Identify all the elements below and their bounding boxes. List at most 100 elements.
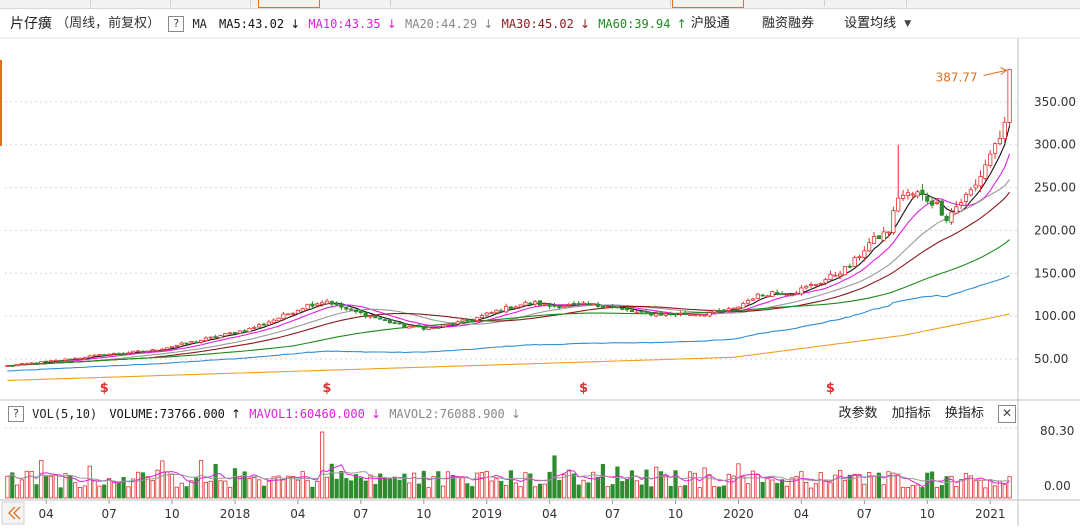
candle-body bbox=[707, 312, 712, 317]
volume-bar bbox=[823, 479, 828, 499]
switch-indicator-button[interactable]: 换指标 bbox=[944, 406, 984, 421]
candle-body bbox=[813, 284, 819, 286]
ma20-arrow-icon: ↓ bbox=[483, 17, 494, 31]
candle-body bbox=[881, 231, 886, 241]
candle-body bbox=[862, 250, 867, 258]
candle-body bbox=[939, 200, 944, 216]
volume-bar bbox=[290, 476, 296, 499]
candle-body bbox=[789, 294, 794, 297]
close-icon[interactable]: ✕ bbox=[998, 405, 1016, 423]
candle-body bbox=[963, 193, 969, 202]
tab-stub-active[interactable] bbox=[672, 0, 744, 8]
volume-bar bbox=[392, 476, 397, 499]
tab-stub-active[interactable] bbox=[258, 0, 320, 8]
margin-trading-link[interactable]: 融资融券 bbox=[761, 16, 814, 31]
candle-body bbox=[15, 364, 20, 367]
volume-bar bbox=[629, 470, 635, 499]
candle-body bbox=[547, 303, 552, 307]
candle-body bbox=[232, 332, 238, 334]
candle-body bbox=[920, 189, 925, 196]
volume-bar bbox=[876, 472, 881, 499]
arrow-right-icon bbox=[1000, 67, 1008, 75]
volume-bar bbox=[397, 479, 402, 499]
volume-bar bbox=[136, 471, 141, 499]
tab-stub[interactable] bbox=[90, 0, 171, 7]
tab-stub[interactable] bbox=[744, 0, 825, 7]
volume-bar bbox=[479, 472, 484, 499]
volume-bar bbox=[566, 469, 572, 499]
y-tick-label: 300.00 bbox=[1034, 138, 1076, 152]
volume-bar bbox=[252, 477, 257, 499]
add-indicator-button[interactable]: 加指标 bbox=[891, 406, 931, 421]
candle-body bbox=[300, 308, 305, 312]
volume-bar bbox=[339, 470, 344, 499]
x-tick-label: 07 bbox=[605, 507, 620, 521]
volume-bar bbox=[508, 470, 514, 499]
dividend-marker: $ bbox=[826, 381, 835, 396]
candle-body bbox=[930, 200, 935, 206]
volume-bar bbox=[605, 486, 610, 499]
candle-body bbox=[305, 303, 310, 310]
candle-body bbox=[145, 350, 150, 353]
volume-ma-line bbox=[7, 464, 1010, 488]
dividend-marker: $ bbox=[579, 381, 588, 396]
double-chevron-left-icon bbox=[8, 506, 16, 520]
candle-body bbox=[465, 319, 470, 322]
candle-body bbox=[702, 314, 707, 317]
change-params-button[interactable]: 改参数 bbox=[838, 406, 878, 421]
volume-bar bbox=[165, 471, 170, 499]
candle-body bbox=[140, 350, 146, 353]
volume-bar bbox=[721, 485, 727, 499]
candle-body bbox=[692, 314, 697, 317]
candle-body bbox=[576, 303, 581, 305]
candle-body bbox=[905, 192, 911, 196]
candle-body bbox=[271, 319, 276, 323]
candle-body bbox=[726, 308, 731, 311]
candle-body bbox=[852, 257, 857, 267]
candle-body bbox=[34, 362, 39, 365]
volume-bar bbox=[426, 487, 431, 499]
volume-bar bbox=[833, 474, 838, 499]
volume-bar bbox=[654, 466, 659, 499]
candle-body bbox=[639, 310, 644, 313]
candle-body bbox=[808, 284, 814, 286]
tab-stub[interactable] bbox=[826, 0, 907, 7]
y-tick-label: 250.00 bbox=[1034, 181, 1076, 195]
candle-body bbox=[407, 326, 412, 329]
tab-stub[interactable] bbox=[610, 0, 671, 7]
settings-ma-button[interactable]: 设置均线 bbox=[844, 16, 897, 31]
hk-connect-link[interactable]: 沪股通 bbox=[690, 16, 730, 31]
volume-bar bbox=[349, 480, 354, 499]
candle-body bbox=[499, 310, 504, 313]
candle-body bbox=[397, 322, 402, 325]
candle-body bbox=[392, 322, 397, 324]
candle-body bbox=[591, 303, 596, 306]
candle-body bbox=[784, 294, 789, 297]
chevron-down-icon[interactable]: ▼ bbox=[904, 19, 912, 29]
volume-bar bbox=[344, 478, 349, 499]
ma30-arrow-icon: ↓ bbox=[579, 17, 591, 31]
candle-body bbox=[736, 306, 741, 310]
volume-bar bbox=[416, 483, 422, 499]
scroll-nav[interactable] bbox=[1, 501, 25, 525]
help-icon[interactable]: ? bbox=[168, 16, 185, 32]
volume-bar bbox=[775, 482, 780, 499]
volume-bar bbox=[842, 480, 848, 499]
dividend-marker: $ bbox=[322, 381, 331, 396]
candle-body bbox=[421, 326, 426, 330]
volume-bar bbox=[717, 486, 722, 499]
candle-body bbox=[411, 325, 417, 328]
volume-bar bbox=[615, 466, 620, 499]
candle-body bbox=[697, 313, 702, 316]
volume-bar bbox=[992, 485, 998, 499]
tab-stub[interactable] bbox=[170, 0, 251, 7]
volume-bar bbox=[179, 482, 184, 499]
volume-bar bbox=[891, 472, 896, 499]
candle-body bbox=[678, 312, 683, 315]
volume-help-icon[interactable]: ? bbox=[8, 406, 24, 422]
tab-stub[interactable] bbox=[0, 0, 91, 7]
tab-stub[interactable] bbox=[320, 0, 391, 7]
volume-bar bbox=[518, 486, 523, 499]
candle-body bbox=[87, 355, 92, 358]
